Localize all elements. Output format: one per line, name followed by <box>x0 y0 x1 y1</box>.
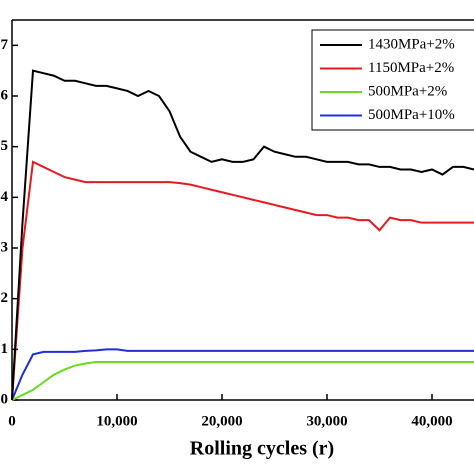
data-line <box>11 348 474 401</box>
x-tick-label: 40,000 <box>411 413 452 429</box>
y-tick-label: 0.1 <box>0 341 8 357</box>
x-tick-label: 20,000 <box>201 413 242 429</box>
legend-label: 1150MPa+2% <box>368 60 454 76</box>
y-tick-label: 0.5 <box>0 138 8 154</box>
data-line <box>11 160 474 401</box>
x-axis-label: Rolling cycles (r) <box>190 438 334 460</box>
data-line <box>11 361 474 401</box>
legend-label: 1430MPa+2% <box>368 36 455 52</box>
x-tick-label: 0 <box>8 413 16 429</box>
y-tick-label: 0.7 <box>0 37 9 53</box>
data-line <box>11 69 474 401</box>
x-tick-label: 10,000 <box>96 413 137 429</box>
y-tick-label: 0.3 <box>0 239 8 255</box>
y-tick-label: 0.4 <box>0 189 9 205</box>
y-tick-label: 0.2 <box>0 290 8 306</box>
x-tick-label: 30,000 <box>306 413 347 429</box>
y-tick-label: 0 <box>1 391 9 407</box>
y-tick-label: 0.6 <box>0 87 9 103</box>
legend-label: 500MPa+10% <box>368 107 455 123</box>
legend-label: 500MPa+2% <box>368 83 447 99</box>
legend-box <box>311 29 474 131</box>
